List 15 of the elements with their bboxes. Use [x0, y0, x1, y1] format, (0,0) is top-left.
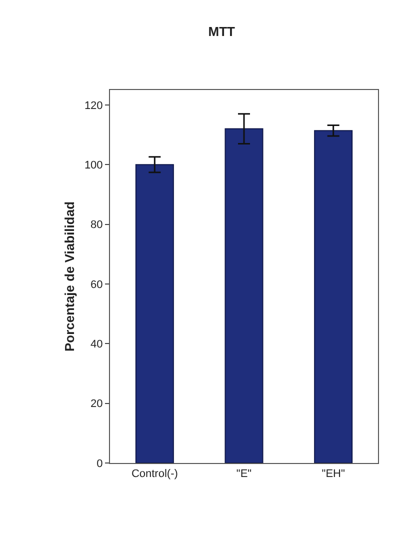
bar	[314, 130, 353, 463]
y-tick-label: 0	[96, 458, 103, 470]
x-tick-label: "EH"	[322, 468, 345, 480]
bar	[135, 164, 174, 463]
y-tick-label: 80	[90, 219, 103, 232]
y-tick-label: 40	[90, 338, 103, 350]
y-tick-label: 20	[90, 398, 103, 410]
y-tick-label: 120	[84, 100, 103, 112]
chart-title: MTT	[208, 24, 236, 39]
bar	[224, 128, 264, 463]
x-tick-label: Control(-)	[131, 468, 178, 480]
y-axis-title: Porcentaje de Viabilidad	[62, 201, 77, 352]
y-tick-label: 60	[90, 278, 103, 291]
y-tick-label: 100	[84, 159, 103, 172]
x-tick-label: "E"	[236, 468, 252, 480]
